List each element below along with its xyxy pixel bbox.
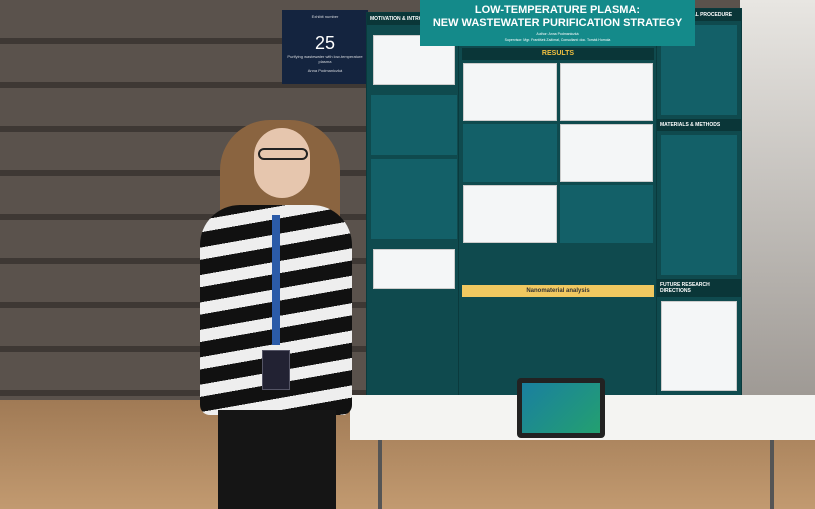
poster-center-panel [458,38,658,400]
title-line-1: LOW-TEMPERATURE PLASMA: [474,4,641,16]
materials-header: MATERIALS & METHODS [657,119,741,131]
chart-image [373,249,455,289]
sign-author: Anna Podmaniczká [307,68,343,73]
poster-right-panel: EXPERIMENTAL PROCEDURE MATERIALS & METHO… [656,8,742,438]
person-legs [218,410,336,509]
text-block [371,159,457,239]
poster-author: Author: Anna Podmaniczká [536,32,579,36]
results-header: RESULTS [462,48,654,60]
nanomaterial-header: Nanomaterial analysis [462,285,654,297]
tablet-screen [522,383,600,433]
sign-caption: Purifying wastewater with low-temperatur… [287,54,363,64]
background-room [740,0,815,420]
table-leg [378,440,382,509]
person-face [254,128,310,198]
name-badge [262,350,290,390]
poster-left-panel: MOTIVATION & INTRODUCTION [366,12,462,420]
poster-supervisor: Supervisor: Mgr. František Zažímal, Cons… [504,38,611,42]
results-chart [559,63,653,121]
glasses [258,148,308,160]
tablet [517,378,605,438]
text-block [559,185,653,243]
text-block [371,95,457,155]
text-block [661,135,737,275]
exhibit-number: 25 [314,33,336,53]
results-chart [463,63,557,121]
lanyard [272,215,280,345]
results-chart [559,124,653,182]
text-block [463,124,557,182]
exhibit-sign: Exhibit number 25 Purifying wastewater w… [282,10,368,84]
image-block [661,301,737,391]
results-chart [463,185,557,243]
title-line-2: NEW WASTEWATER PURIFICATION STRATEGY [432,17,683,29]
sign-label: Exhibit number [311,14,339,19]
future-header: FUTURE RESEARCH DIRECTIONS [657,279,741,297]
poster-title-banner: LOW-TEMPERATURE PLASMA: NEW WASTEWATER PU… [420,0,695,46]
table-leg [770,440,774,509]
